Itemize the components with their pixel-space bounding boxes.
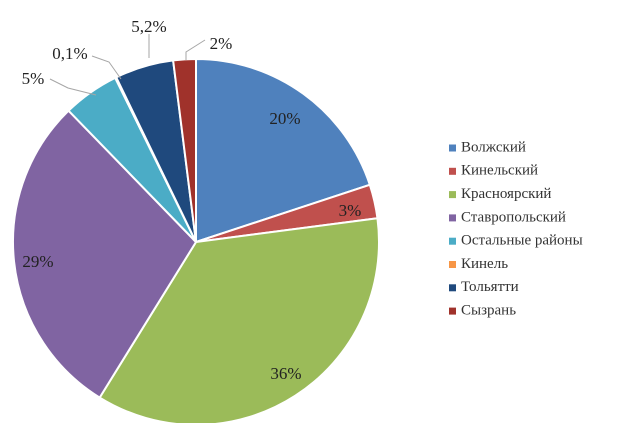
leader-line-8 bbox=[185, 39, 206, 60]
pie-slice-4 bbox=[12, 109, 198, 399]
legend-item: Тольятти bbox=[449, 279, 519, 295]
legend-item: Кинельский bbox=[449, 163, 538, 179]
legend-label: Кинельский bbox=[461, 163, 538, 179]
pie-slice-3 bbox=[98, 217, 380, 423]
data-label-7: 5,2% bbox=[131, 17, 166, 36]
data-label-8: 2% bbox=[210, 34, 233, 53]
legend-label: Кинель bbox=[461, 256, 508, 272]
legend-label: Волжский bbox=[461, 139, 526, 155]
data-label-2: 3% bbox=[339, 201, 362, 220]
legend-swatch bbox=[449, 167, 456, 175]
data-label-4: 29% bbox=[22, 252, 53, 271]
legend-swatch bbox=[449, 144, 456, 152]
pie-slices bbox=[12, 57, 380, 423]
leader-lines bbox=[49, 34, 206, 96]
legend-label: Красноярский bbox=[461, 186, 551, 202]
legend-swatch bbox=[449, 191, 456, 199]
leader-line-6 bbox=[91, 55, 122, 80]
legend-swatch bbox=[449, 284, 456, 292]
legend-label: Тольятти bbox=[461, 279, 519, 295]
data-label-3: 36% bbox=[270, 364, 301, 383]
data-labels: 20% 3% 36% 29% 5% 0,1% 5,2% 2% bbox=[22, 17, 362, 383]
legend-item: Волжский bbox=[449, 139, 526, 155]
legend-label: Ставропольский bbox=[461, 209, 566, 225]
leader-line-5 bbox=[49, 78, 97, 96]
legend: Волжский Кинельский Красноярский Ставрополь… bbox=[449, 139, 583, 319]
legend-item: Кинель bbox=[449, 256, 508, 272]
legend-item: Красноярский bbox=[449, 186, 551, 202]
pie-slice-8 bbox=[172, 57, 197, 243]
legend-label: Остальные районы bbox=[461, 233, 583, 249]
legend-swatch bbox=[449, 307, 456, 315]
pie-slice-1 bbox=[195, 57, 372, 244]
legend-item: Остальные районы bbox=[449, 233, 583, 249]
data-label-6: 0,1% bbox=[52, 44, 87, 63]
legend-item: Ставропольский bbox=[449, 209, 566, 225]
legend-label: Сызрань bbox=[461, 303, 516, 319]
data-label-5: 5% bbox=[22, 69, 45, 88]
legend-swatch bbox=[449, 261, 456, 268]
data-label-1: 20% bbox=[269, 109, 300, 128]
legend-swatch bbox=[449, 214, 456, 222]
legend-item: Сызрань bbox=[449, 303, 516, 319]
legend-swatch bbox=[449, 237, 456, 245]
